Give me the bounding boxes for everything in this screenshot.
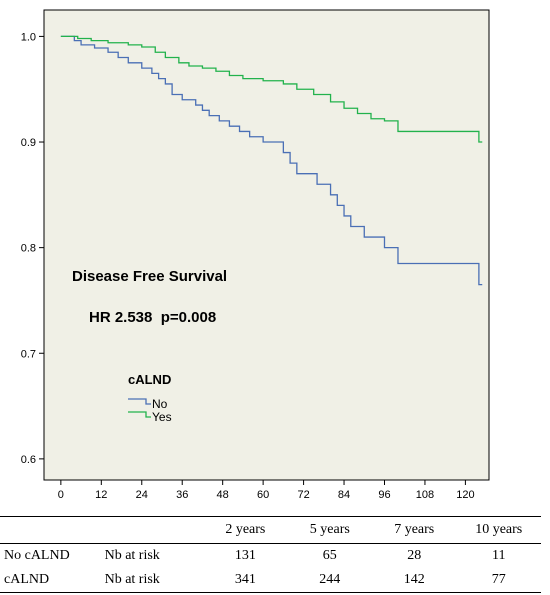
x-tick-label: 48	[217, 489, 229, 501]
header-cell: 7 years	[372, 516, 457, 544]
legend-item-yes: Yes	[128, 410, 172, 424]
row-group-label: cALND	[0, 568, 105, 593]
legend-item-no: No	[128, 397, 168, 411]
y-tick-label: 1.0	[21, 31, 36, 43]
table-row: cALND Nb at risk 341 244 142 77	[0, 568, 541, 593]
y-tick-label: 0.8	[21, 243, 36, 255]
legend-label-no: No	[152, 397, 168, 411]
row-measure-label: Nb at risk	[104, 548, 160, 563]
hazard-ratio-annotation: HR 2.538 p=0.008	[89, 309, 216, 326]
table-cell: 28	[407, 548, 422, 563]
row-measure-label: Nb at risk	[104, 568, 204, 593]
plot-area	[43, 9, 490, 481]
x-tick-label: 60	[257, 489, 269, 501]
chart-title: Disease Free Survival	[72, 268, 227, 285]
row-group-label: No cALND	[4, 548, 70, 563]
table-cell: 77	[456, 568, 541, 593]
header-cell: 10 years	[456, 516, 541, 544]
x-tick-label: 36	[176, 489, 188, 501]
risk-table: 2 years 5 years 7 years 10 years No cALN…	[0, 516, 541, 593]
table-cell: 142	[372, 568, 457, 593]
header-cell	[0, 516, 105, 544]
x-tick-label: 108	[416, 489, 434, 501]
legend-label-yes: Yes	[152, 410, 172, 424]
x-tick-label: 96	[378, 489, 390, 501]
legend-swatch-yes	[128, 411, 151, 418]
survival-chart: 0 12 24 36 48 60 72 84 96 108 120 0.6 0.7 0.8 0.9 1.0 D…	[21, 9, 490, 501]
table-cell: 131	[234, 548, 256, 563]
table-cell: 244	[287, 568, 373, 593]
y-tick-label: 0.7	[21, 348, 36, 360]
table-row: No cALND Nb at risk 131 65 28 11	[0, 544, 541, 569]
header-cell	[104, 516, 204, 544]
y-tick-label: 0.9	[21, 137, 36, 149]
table-cell: 11	[491, 548, 506, 563]
header-cell: 5 years	[287, 516, 373, 544]
x-tick-label: 84	[338, 489, 350, 501]
table-cell: 65	[322, 548, 337, 563]
x-tick-label: 24	[136, 489, 148, 501]
header-cell: 2 years	[203, 516, 288, 544]
table-cell: 341	[203, 568, 288, 593]
survival-curve-no	[60, 35, 483, 286]
y-tick-label: 0.6	[21, 454, 36, 466]
x-tick-label: 120	[456, 489, 474, 501]
x-tick-label: 0	[58, 489, 64, 501]
legend-title: cALND	[128, 372, 171, 387]
risk-table-header: 2 years 5 years 7 years 10 years	[0, 516, 541, 544]
x-tick-label: 72	[297, 489, 309, 501]
survival-curve-yes	[60, 35, 483, 143]
legend-swatch-no	[128, 398, 151, 405]
x-tick-label: 12	[95, 489, 107, 501]
